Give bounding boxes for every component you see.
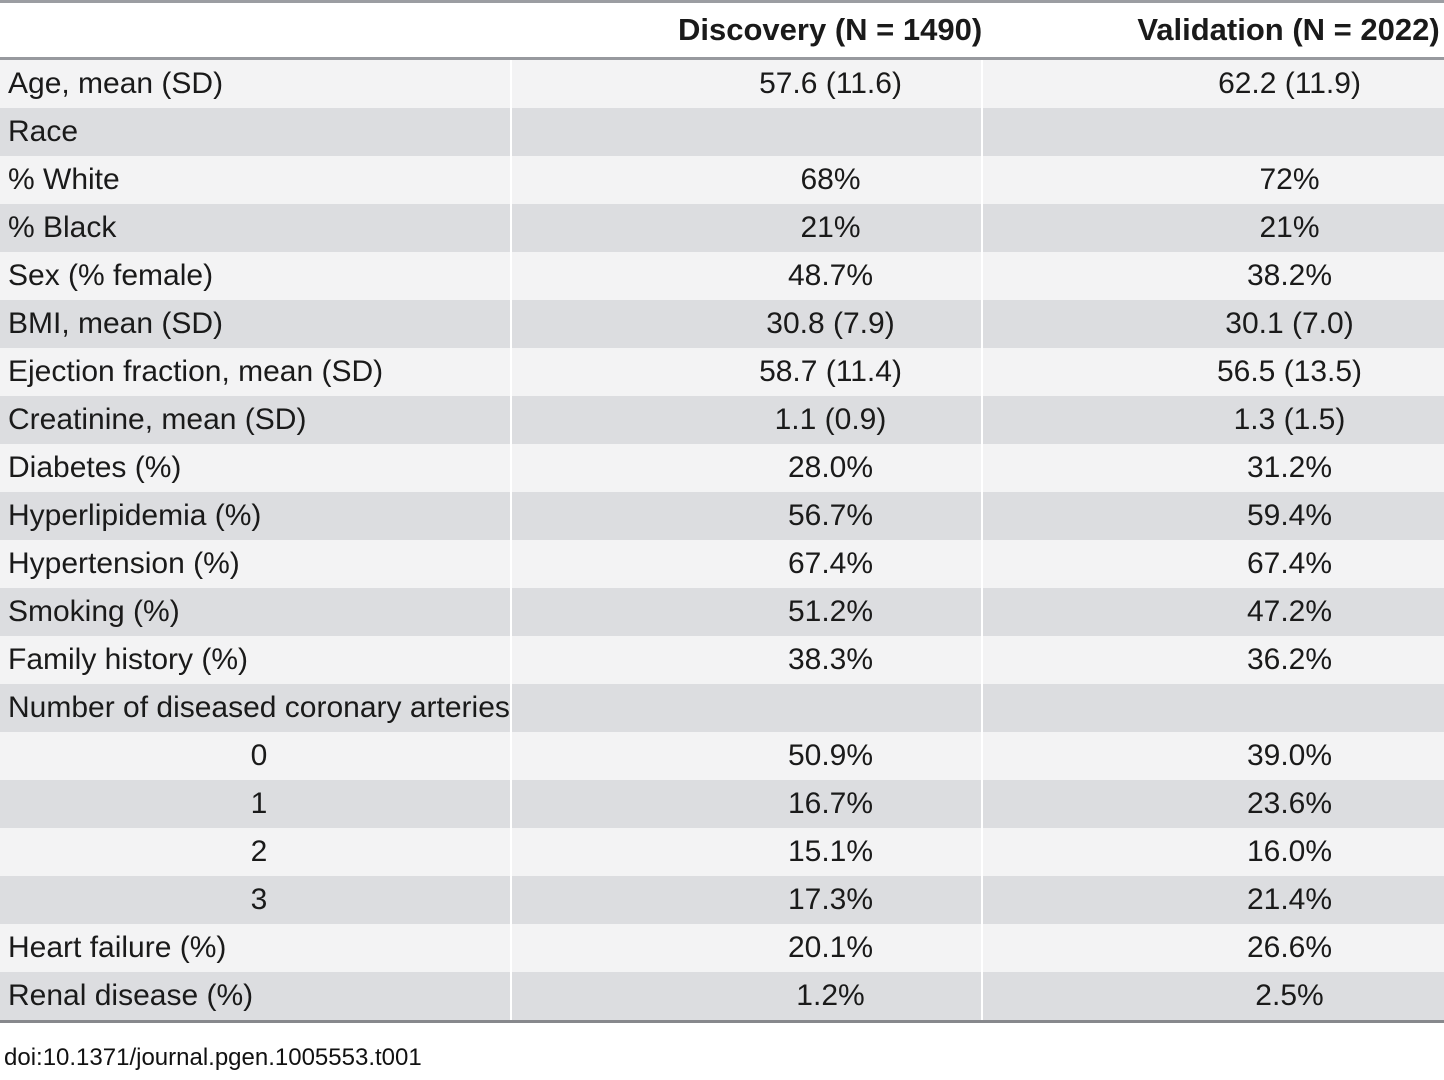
validation-value-cell: 72% xyxy=(981,156,1444,204)
header-cell-label xyxy=(0,3,510,60)
table-row: % Black 21% 21% xyxy=(0,204,1444,252)
discovery-value-cell: 50.9% xyxy=(510,732,981,780)
validation-value-cell: 21.4% xyxy=(981,876,1444,924)
discovery-value-cell: 28.0% xyxy=(510,444,981,492)
row-label-cell: BMI, mean (SD) xyxy=(0,300,510,348)
row-label-cell: Hypertension (%) xyxy=(0,540,510,588)
header-cell-validation: Validation (N = 2022) xyxy=(981,3,1444,60)
table-row: % White 68% 72% xyxy=(0,156,1444,204)
row-label-cell: Number of diseased coronary arteries xyxy=(0,684,510,732)
row-label-cell: Renal disease (%) xyxy=(0,972,510,1020)
row-label-cell: Sex (% female) xyxy=(0,252,510,300)
discovery-value-cell: 58.7 (11.4) xyxy=(510,348,981,396)
discovery-value-cell: 48.7% xyxy=(510,252,981,300)
row-label-cell: Creatinine, mean (SD) xyxy=(0,396,510,444)
table-row: Smoking (%) 51.2% 47.2% xyxy=(0,588,1444,636)
validation-value-cell: 62.2 (11.9) xyxy=(981,60,1444,108)
row-label-cell: Hyperlipidemia (%) xyxy=(0,492,510,540)
row-label-cell: % Black xyxy=(0,204,510,252)
discovery-value-cell: 67.4% xyxy=(510,540,981,588)
discovery-value-cell: 15.1% xyxy=(510,828,981,876)
discovery-value-cell: 1.1 (0.9) xyxy=(510,396,981,444)
row-label-cell: Ejection fraction, mean (SD) xyxy=(0,348,510,396)
table-row: 0 50.9% 39.0% xyxy=(0,732,1444,780)
header-row: Discovery (N = 1490) Validation (N = 202… xyxy=(0,3,1444,60)
table-row: 2 15.1% 16.0% xyxy=(0,828,1444,876)
table-row: Hypertension (%) 67.4% 67.4% xyxy=(0,540,1444,588)
row-label-cell: Diabetes (%) xyxy=(0,444,510,492)
discovery-value-cell: 1.2% xyxy=(510,972,981,1020)
row-label-cell: Age, mean (SD) xyxy=(0,60,510,108)
validation-value-cell: 23.6% xyxy=(981,780,1444,828)
table-row: Heart failure (%) 20.1% 26.6% xyxy=(0,924,1444,972)
row-label-cell: 3 xyxy=(0,876,510,924)
doi-caption: doi:10.1371/journal.pgen.1005553.t001 xyxy=(4,1044,422,1071)
discovery-value-cell: 17.3% xyxy=(510,876,981,924)
discovery-value-cell: 38.3% xyxy=(510,636,981,684)
row-label-cell: Heart failure (%) xyxy=(0,924,510,972)
table-body: Age, mean (SD) 57.6 (11.6) 62.2 (11.9) R… xyxy=(0,60,1444,1020)
validation-value-cell: 59.4% xyxy=(981,492,1444,540)
table-row: Creatinine, mean (SD) 1.1 (0.9) 1.3 (1.5… xyxy=(0,396,1444,444)
validation-value-cell: 39.0% xyxy=(981,732,1444,780)
table-row: Hyperlipidemia (%) 56.7% 59.4% xyxy=(0,492,1444,540)
table-header: Discovery (N = 1490) Validation (N = 202… xyxy=(0,3,1444,60)
table-row: BMI, mean (SD) 30.8 (7.9) 30.1 (7.0) xyxy=(0,300,1444,348)
row-label-cell: Smoking (%) xyxy=(0,588,510,636)
discovery-value-cell: 57.6 (11.6) xyxy=(510,60,981,108)
table-row: Age, mean (SD) 57.6 (11.6) 62.2 (11.9) xyxy=(0,60,1444,108)
table-row: 3 17.3% 21.4% xyxy=(0,876,1444,924)
discovery-value-cell xyxy=(510,684,981,732)
validation-value-cell: 16.0% xyxy=(981,828,1444,876)
table-row: 1 16.7% 23.6% xyxy=(0,780,1444,828)
discovery-value-cell: 56.7% xyxy=(510,492,981,540)
discovery-value-cell: 21% xyxy=(510,204,981,252)
validation-value-cell: 67.4% xyxy=(981,540,1444,588)
header-cell-discovery: Discovery (N = 1490) xyxy=(510,3,981,60)
validation-value-cell: 2.5% xyxy=(981,972,1444,1020)
validation-value-cell: 36.2% xyxy=(981,636,1444,684)
validation-value-cell: 38.2% xyxy=(981,252,1444,300)
row-label-cell: Race xyxy=(0,108,510,156)
table-row: Renal disease (%) 1.2% 2.5% xyxy=(0,972,1444,1020)
cohort-characteristics-table: Discovery (N = 1490) Validation (N = 202… xyxy=(0,0,1444,1023)
table-row: Race xyxy=(0,108,1444,156)
validation-value-cell xyxy=(981,108,1444,156)
validation-value-cell: 47.2% xyxy=(981,588,1444,636)
validation-value-cell: 30.1 (7.0) xyxy=(981,300,1444,348)
discovery-value-cell xyxy=(510,108,981,156)
validation-value-cell: 26.6% xyxy=(981,924,1444,972)
row-label-cell: 2 xyxy=(0,828,510,876)
validation-value-cell: 31.2% xyxy=(981,444,1444,492)
row-label-cell: 0 xyxy=(0,732,510,780)
table-row: Family history (%) 38.3% 36.2% xyxy=(0,636,1444,684)
discovery-value-cell: 68% xyxy=(510,156,981,204)
table-row: Diabetes (%) 28.0% 31.2% xyxy=(0,444,1444,492)
validation-value-cell: 56.5 (13.5) xyxy=(981,348,1444,396)
discovery-value-cell: 30.8 (7.9) xyxy=(510,300,981,348)
table-row: Ejection fraction, mean (SD) 58.7 (11.4)… xyxy=(0,348,1444,396)
validation-value-cell: 1.3 (1.5) xyxy=(981,396,1444,444)
row-label-cell: 1 xyxy=(0,780,510,828)
discovery-value-cell: 20.1% xyxy=(510,924,981,972)
row-label-cell: % White xyxy=(0,156,510,204)
discovery-value-cell: 16.7% xyxy=(510,780,981,828)
validation-value-cell: 21% xyxy=(981,204,1444,252)
table-row: Sex (% female) 48.7% 38.2% xyxy=(0,252,1444,300)
discovery-value-cell: 51.2% xyxy=(510,588,981,636)
table-row: Number of diseased coronary arteries xyxy=(0,684,1444,732)
validation-value-cell xyxy=(981,684,1444,732)
row-label-cell: Family history (%) xyxy=(0,636,510,684)
